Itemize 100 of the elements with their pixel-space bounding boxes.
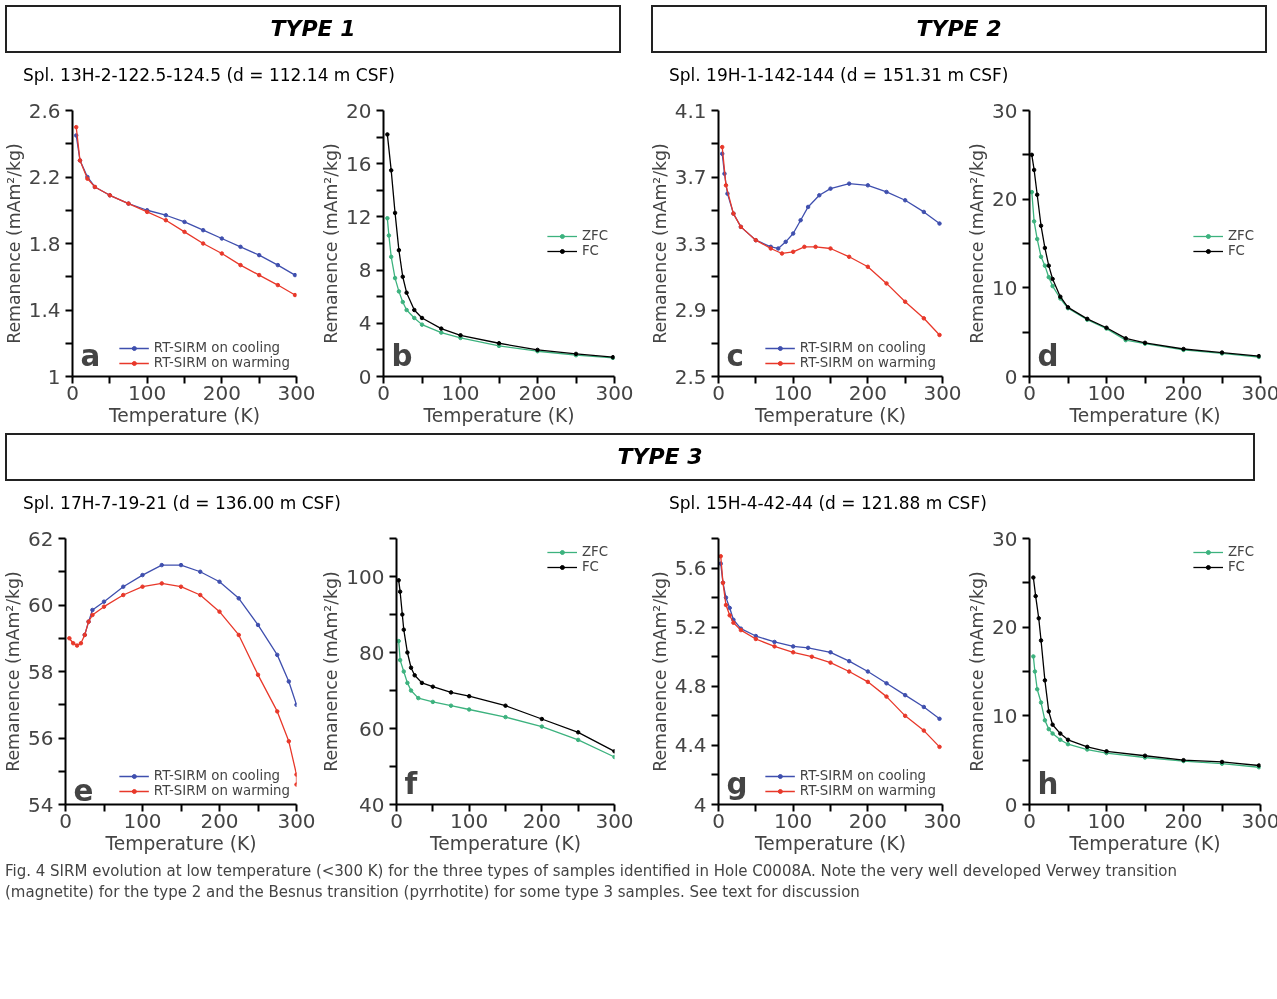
annotation: b [391,338,413,373]
point [419,322,425,327]
chart-subtitle: Spl. 19H-1-142-144 (d = 151.31 m CSF) [669,64,1009,87]
y-tick-label: 62 [28,526,54,551]
point [937,716,942,722]
point [286,739,292,744]
legend-label: RT-SIRM on warming [153,783,290,798]
point [779,251,785,256]
y-tick-label: 8 [358,258,372,283]
y-axis-title: Remanence (mAm²/kg) [649,571,670,772]
point [727,605,732,611]
chart-subtitle: Spl. 17H-7-19-21 (d = 136.00 m CSF) [23,492,341,515]
y-tick-label: 2.2 [28,165,61,189]
point [163,212,169,218]
y-tick-label: 1.8 [28,231,61,256]
x-tick-label: 300 [277,808,316,833]
x-tick-label: 300 [923,380,962,405]
x-tick-label: 0 [712,380,725,405]
point [727,613,732,618]
point [884,281,889,286]
point [401,627,407,632]
point [865,679,871,685]
point [790,231,796,236]
point [159,581,164,586]
point [466,707,472,712]
x-tick-label: 200 [1164,380,1203,405]
y-axis-title: Remanence (mAm²/kg) [967,571,988,772]
point [921,704,927,710]
x-tick-label: 100 [774,380,813,405]
point [182,229,187,235]
point [73,124,79,130]
point [70,640,76,646]
x-tick-label: 300 [923,808,962,833]
point [1050,276,1055,282]
point [503,703,508,708]
y-axis-title: Remanence (mAm²/kg) [321,143,342,344]
point [140,572,145,578]
y-tick-label: 30 [992,98,1018,123]
caption: Fig. 4 SIRM evolution at low temperature (<300 K) for the three types of samples identified in Hole C0008A. Note the very well developed Verwey transition (magnetite) for the type 2 and the Besnus transition (pyrrhotite) for some type 3 samples. See text for discussion [5,861,1179,904]
y-tick-label: 56 [28,726,54,750]
point [256,272,262,278]
point [921,316,927,321]
y-tick-label: 54 [28,792,54,817]
point [397,657,403,663]
point [182,219,187,225]
point [846,658,852,664]
y-axis-title: Remanence (mAm²/kg) [321,571,342,772]
point [1058,731,1063,736]
point [723,183,729,188]
legend-label: RT-SIRM on warming [799,783,936,798]
point [884,681,889,686]
point [937,744,942,750]
y-tick-label: 0 [358,364,372,389]
point [401,669,407,674]
y-tick-label: 20 [992,187,1018,212]
point [775,246,781,251]
x-tick-label: 100 [1087,380,1126,405]
point [419,680,425,686]
x-tick-label: 100 [128,380,167,405]
point [392,275,398,281]
point [388,254,394,260]
point [805,645,811,651]
y-axis-title: Remanence (mAm²/kg) [649,143,670,344]
point [772,644,777,649]
point [809,654,815,659]
x-tick-label: 200 [848,380,887,405]
point [846,181,852,186]
y-axis-title: Remanence (mAm²/kg) [967,143,988,344]
x-axis-title: Temperature (K) [1068,832,1221,854]
point [238,244,243,250]
point [198,592,203,598]
legend-label: FC [1227,243,1246,258]
y-tick-label: 5.6 [674,556,707,581]
point [723,602,729,608]
legend-label: ZFC [581,228,608,243]
point [1038,700,1044,705]
x-tick-label: 0 [66,380,79,405]
x-tick-label: 200 [848,808,887,833]
point [292,272,297,278]
point [466,693,472,699]
y-tick-label: 3.3 [674,231,707,256]
annotation: a [80,338,101,373]
x-tick-label: 200 [522,808,561,833]
point [1042,718,1048,723]
point [178,562,184,568]
point [101,604,107,609]
point [400,299,405,305]
point [388,168,394,173]
y-tick-label: 4 [693,792,707,817]
y-tick-label: 10 [992,703,1018,728]
y-tick-label: 0 [1004,364,1018,389]
point [1034,686,1040,692]
point [392,210,398,216]
point [448,690,454,695]
y-tick-label: 60 [28,593,54,617]
y-tick-label: 20 [346,98,372,123]
y-tick-label: 3.7 [674,165,707,189]
point [74,643,80,648]
point [90,607,95,613]
point [846,669,852,674]
